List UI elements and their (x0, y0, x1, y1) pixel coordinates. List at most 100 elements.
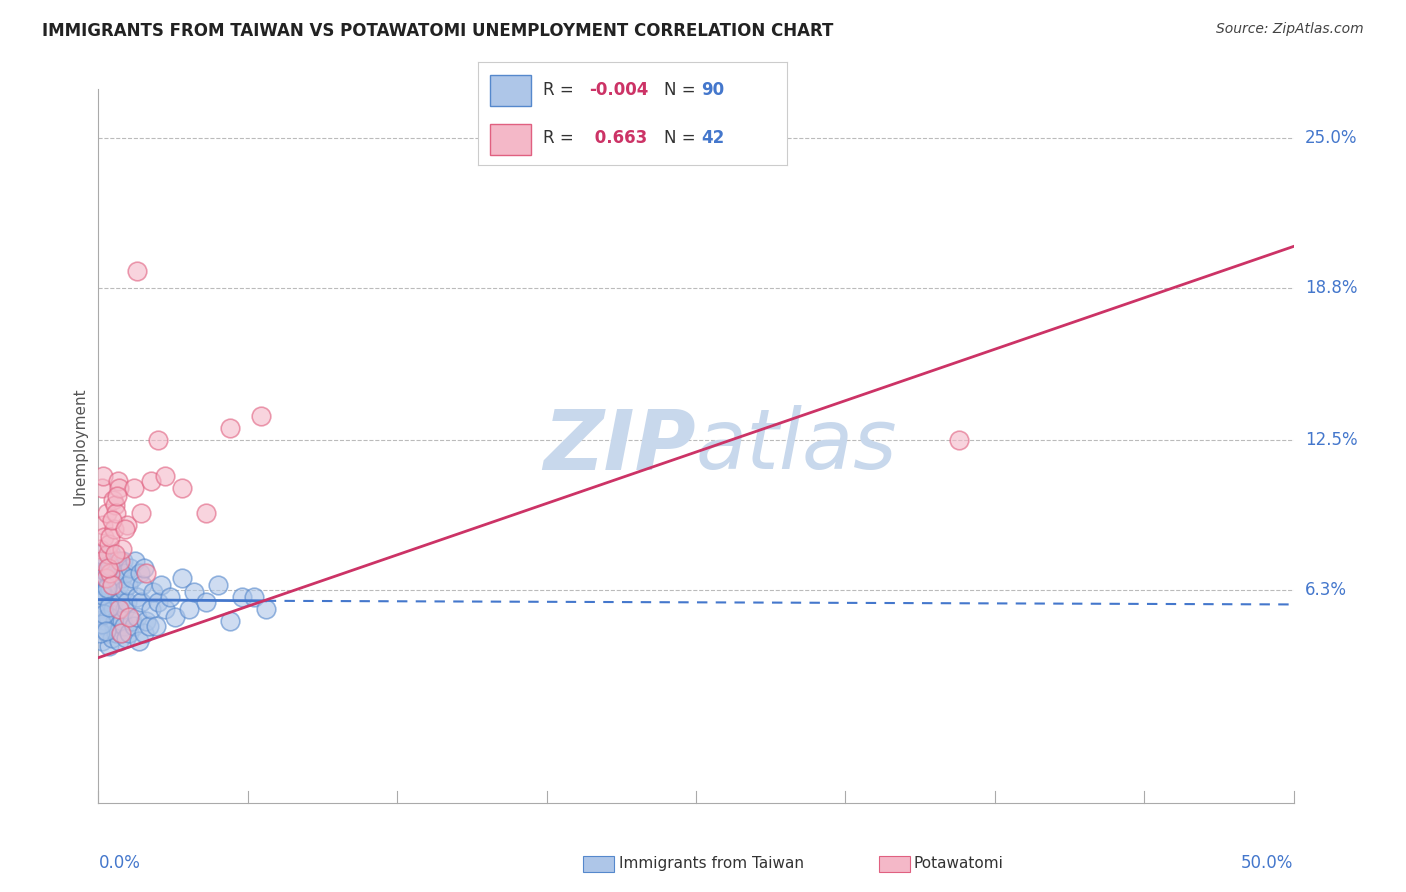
Point (105, 626, 128, 640)
Point (91, 588, 114, 602)
Text: 50.0%: 50.0% (1241, 855, 1294, 872)
Point (125, 263, 148, 277)
Point (98, 566, 122, 580)
Point (134, 561, 156, 575)
Point (96, 578, 118, 592)
Point (138, 619, 160, 633)
Point (148, 595, 170, 609)
Point (155, 602, 177, 616)
Point (128, 633, 150, 648)
Point (111, 541, 134, 556)
Text: 0.663: 0.663 (589, 129, 648, 147)
Text: atlas: atlas (696, 406, 897, 486)
Point (90, 547, 112, 561)
Point (107, 633, 129, 648)
Point (104, 571, 127, 585)
Text: 6.3%: 6.3% (1305, 581, 1347, 599)
Point (98, 558, 121, 573)
Point (194, 595, 217, 609)
Bar (491, 75, 530, 105)
Point (97, 547, 120, 561)
Point (98, 582, 121, 597)
Point (139, 474, 162, 488)
Point (91, 517, 114, 532)
Point (96, 506, 118, 520)
Point (142, 585, 165, 599)
Point (105, 590, 128, 604)
Point (115, 595, 138, 609)
Point (90, 578, 112, 592)
Point (97, 599, 120, 614)
Point (115, 632, 138, 646)
Point (149, 578, 172, 592)
Point (93, 571, 115, 585)
Text: Source: ZipAtlas.com: Source: ZipAtlas.com (1216, 22, 1364, 37)
Point (111, 554, 134, 568)
Point (104, 554, 127, 568)
Point (94, 564, 117, 578)
Text: 90: 90 (700, 81, 724, 99)
Point (107, 474, 129, 488)
Point (172, 481, 194, 495)
Point (107, 566, 129, 580)
Point (108, 602, 131, 616)
Point (250, 409, 273, 423)
Point (110, 626, 132, 640)
Text: N =: N = (664, 129, 700, 147)
Point (127, 590, 149, 604)
Point (101, 493, 124, 508)
Point (132, 626, 155, 640)
Point (104, 615, 127, 629)
Point (105, 506, 128, 520)
Point (148, 433, 170, 447)
Point (101, 578, 124, 592)
Point (118, 609, 141, 624)
Point (97, 609, 120, 624)
Text: Immigrants from Taiwan: Immigrants from Taiwan (619, 856, 804, 871)
Point (96, 581, 118, 595)
Point (93, 619, 115, 633)
Point (90, 616, 112, 631)
Bar (491, 124, 530, 155)
Point (98, 530, 121, 544)
Text: R =: R = (543, 129, 579, 147)
Point (125, 609, 148, 624)
Point (114, 523, 136, 537)
Point (96, 626, 118, 640)
Point (103, 561, 125, 575)
Point (121, 615, 143, 629)
Point (219, 421, 242, 435)
Point (121, 571, 143, 585)
Text: Potawatomi: Potawatomi (914, 856, 1004, 871)
Point (124, 554, 146, 568)
Point (105, 489, 128, 503)
Point (90, 602, 112, 616)
Point (97, 566, 120, 580)
Point (96, 624, 118, 638)
Y-axis label: Unemployment: Unemployment (72, 387, 87, 505)
Point (117, 578, 139, 592)
Point (242, 590, 264, 604)
Text: 12.5%: 12.5% (1305, 431, 1357, 449)
Point (111, 571, 134, 585)
Point (94, 554, 117, 568)
Point (93, 530, 115, 544)
Point (114, 602, 136, 616)
Point (89, 566, 111, 580)
Text: 18.8%: 18.8% (1305, 278, 1357, 296)
Point (96, 561, 118, 575)
Point (107, 481, 129, 495)
Point (948, 433, 970, 447)
Point (90, 554, 112, 568)
Point (94, 590, 117, 604)
Point (131, 506, 153, 520)
Point (118, 561, 141, 575)
Point (94, 571, 117, 585)
Point (128, 566, 150, 580)
Point (100, 547, 122, 561)
Point (89, 541, 111, 556)
Text: IMMIGRANTS FROM TAIWAN VS POTAWATOMI UNEMPLOYMENT CORRELATION CHART: IMMIGRANTS FROM TAIWAN VS POTAWATOMI UNE… (42, 22, 834, 40)
Point (108, 578, 131, 592)
Point (135, 615, 157, 629)
Point (98, 537, 121, 551)
